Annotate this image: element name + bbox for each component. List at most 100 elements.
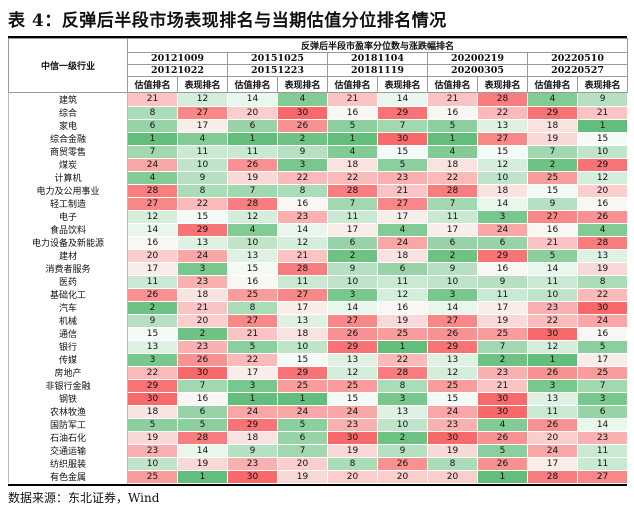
performance-rank-cell: 22 xyxy=(477,105,528,120)
performance-rank-cell: 28 xyxy=(477,92,528,107)
valuation-rank-cell: 12 xyxy=(527,339,578,354)
performance-rank-cell: 2 xyxy=(377,430,428,445)
performance-rank-cell: 11 xyxy=(277,274,328,289)
valuation-rank-cell: 30 xyxy=(527,326,578,341)
performance-rank-cell: 15 xyxy=(477,144,528,159)
valuation-rank-cell: 11 xyxy=(427,209,478,224)
industry-name: 钢铁 xyxy=(8,392,128,405)
valuation-rank-cell: 1 xyxy=(227,391,278,406)
performance-rank-cell: 3 xyxy=(576,391,629,406)
valuation-rank-cell: 23 xyxy=(427,417,478,432)
valuation-rank-cell: 1 xyxy=(227,131,278,146)
performance-rank-cell: 4 xyxy=(377,222,428,237)
valuation-rank-cell: 13 xyxy=(427,352,478,367)
performance-rank-cell: 9 xyxy=(477,274,528,289)
industry-name: 非银行金融 xyxy=(8,379,128,392)
valuation-rank-cell: 28 xyxy=(427,183,478,198)
performance-rank-cell: 30 xyxy=(177,365,228,380)
valuation-rank-cell: 4 xyxy=(227,222,278,237)
industry-name: 农林牧渔 xyxy=(8,405,128,418)
valuation-rank-cell: 3 xyxy=(227,378,278,393)
valuation-rank-cell: 21 xyxy=(427,92,478,107)
performance-rank-cell: 12 xyxy=(576,170,629,185)
valuation-rank-cell: 10 xyxy=(527,287,578,302)
performance-rank-cell: 12 xyxy=(477,157,528,172)
valuation-rank-cell: 11 xyxy=(527,404,578,419)
valuation-rank-cell: 16 xyxy=(427,105,478,120)
valuation-rank-cell: 17 xyxy=(227,365,278,380)
performance-rank-cell: 12 xyxy=(277,235,328,250)
performance-rank-cell: 19 xyxy=(177,456,228,471)
valuation-rank-cell: 25 xyxy=(527,170,578,185)
performance-rank-cell: 1 xyxy=(277,391,328,406)
valuation-rank-cell: 22 xyxy=(527,313,578,328)
performance-rank-cell: 2 xyxy=(477,352,528,367)
industry-name: 汽车 xyxy=(8,301,128,314)
valuation-rank-cell: 8 xyxy=(127,105,178,120)
valuation-rank-cell: 29 xyxy=(227,417,278,432)
valuation-rank-cell: 27 xyxy=(127,196,178,211)
valuation-rank-cell: 26 xyxy=(527,365,578,380)
valuation-rank-cell: 3 xyxy=(527,378,578,393)
valuation-rank-cell: 17 xyxy=(427,222,478,237)
table-row: 国防军工 5 5 29 5 23 10 23 4 26 14 xyxy=(8,417,629,432)
performance-rank-cell: 18 xyxy=(177,287,228,302)
valuation-rank-cell: 23 xyxy=(127,443,178,458)
table-row: 电力设备及新能源 16 13 10 12 6 24 6 6 21 28 xyxy=(8,235,629,250)
valuation-rank-cell: 14 xyxy=(427,300,478,315)
valuation-rank-cell: 14 xyxy=(127,222,178,237)
valuation-rank-cell: 13 xyxy=(327,352,378,367)
performance-rank-cell: 6 xyxy=(177,404,228,419)
valuation-rank-cell: 6 xyxy=(127,118,178,133)
valuation-rank-cell: 10 xyxy=(227,235,278,250)
valuation-rank-cell: 28 xyxy=(327,183,378,198)
table-row: 纺织服装 10 19 23 20 8 26 8 26 17 11 xyxy=(8,456,629,471)
valuation-rank-cell: 21 xyxy=(527,235,578,250)
valuation-rank-cell: 16 xyxy=(327,105,378,120)
valuation-rank-cell: 24 xyxy=(327,404,378,419)
performance-rank-cell: 30 xyxy=(277,105,328,120)
performance-rank-cell: 12 xyxy=(177,92,228,107)
valuation-rank-cell: 26 xyxy=(227,157,278,172)
valuation-rank-cell: 11 xyxy=(127,274,178,289)
valuation-rank-cell: 29 xyxy=(427,339,478,354)
valuation-rank-cell: 24 xyxy=(227,404,278,419)
performance-rank-cell: 23 xyxy=(177,339,228,354)
performance-rank-cell: 3 xyxy=(477,209,528,224)
industry-name: 有色金属 xyxy=(8,470,128,483)
valuation-rank-cell: 6 xyxy=(227,118,278,133)
table-row: 通信 15 2 21 18 26 25 26 25 30 16 xyxy=(8,326,629,341)
table-row: 电子 12 15 12 23 11 17 11 3 27 26 xyxy=(8,209,629,224)
industry-name: 房地产 xyxy=(8,366,128,379)
valuation-rank-cell: 24 xyxy=(127,157,178,172)
performance-rank-cell: 30 xyxy=(477,404,528,419)
performance-rank-cell: 8 xyxy=(377,378,428,393)
valuation-rank-cell: 3 xyxy=(127,352,178,367)
valuation-rank-cell: 15 xyxy=(127,326,178,341)
valuation-rank-cell: 9 xyxy=(527,196,578,211)
valuation-rank-cell: 15 xyxy=(227,261,278,276)
valuation-rank-cell: 15 xyxy=(427,391,478,406)
performance-rank-cell: 25 xyxy=(377,326,428,341)
industry-name: 国防军工 xyxy=(8,418,128,431)
performance-rank-cell: 13 xyxy=(177,235,228,250)
industry-name: 消费者服务 xyxy=(8,262,128,275)
industry-name: 传媒 xyxy=(8,353,128,366)
performance-rank-cell: 26 xyxy=(177,352,228,367)
valuation-rank-cell: 28 xyxy=(527,469,578,484)
valuation-rank-cell: 20 xyxy=(127,248,178,263)
performance-rank-cell: 5 xyxy=(277,417,328,432)
performance-rank-cell: 23 xyxy=(477,365,528,380)
valuation-rank-cell: 6 xyxy=(427,235,478,250)
table-row: 钢铁 30 16 1 1 15 3 15 30 13 3 xyxy=(8,391,629,406)
valuation-rank-cell: 16 xyxy=(227,274,278,289)
valuation-rank-cell: 13 xyxy=(527,391,578,406)
performance-rank-cell: 12 xyxy=(377,287,428,302)
performance-rank-cell: 27 xyxy=(477,131,528,146)
performance-rank-cell: 9 xyxy=(177,170,228,185)
valuation-rank-cell: 23 xyxy=(327,417,378,432)
table-row: 传媒 3 26 22 15 13 22 13 2 1 17 xyxy=(8,352,629,367)
performance-rank-cell: 26 xyxy=(277,118,328,133)
performance-rank-cell: 22 xyxy=(177,196,228,211)
industry-name: 通信 xyxy=(8,327,128,340)
